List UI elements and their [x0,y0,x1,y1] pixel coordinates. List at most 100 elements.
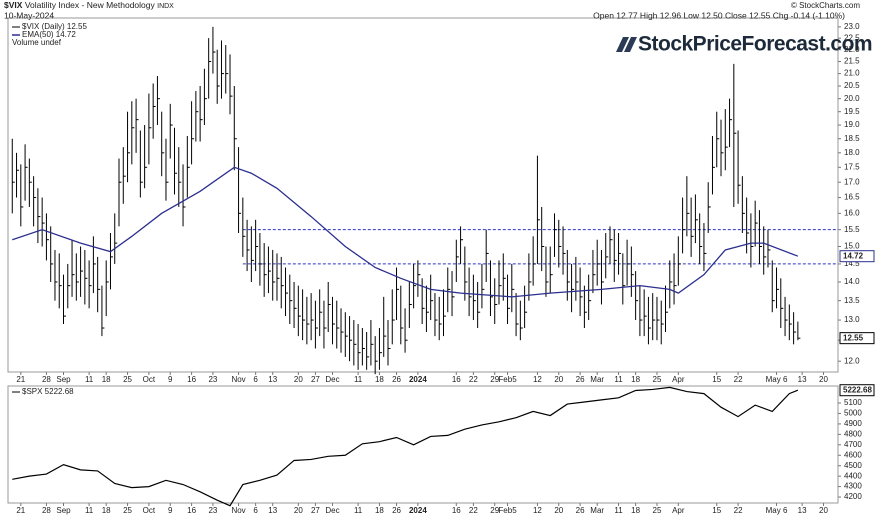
y-tick-label: 4500 [844,461,862,470]
x-tick-label: 6 [253,506,258,515]
x-tick-label: 25 [123,506,132,515]
x-tick-label: 21 [16,506,25,515]
y-tick-label: 18.0 [844,148,860,157]
price-panel [7,17,839,373]
x-tick-label: 28 [42,375,51,384]
x-tick-label: Apr [672,506,685,515]
x-tick-label: 12 [533,375,542,384]
y-tick-label: 4900 [844,419,862,428]
index-name: Volatility Index - New Methodology [25,0,156,10]
x-tick-label: Feb5 [498,375,517,384]
y-tick-label: 21.0 [844,69,860,78]
x-tick-label: 2024 [409,375,427,384]
y-tick-label: 4300 [844,482,862,491]
y-tick-label: 17.5 [844,162,860,171]
x-tick-label: Oct [143,375,156,384]
y-tick-label: 14.0 [844,277,860,286]
x-tick-label: 22 [734,375,743,384]
x-tick-label: 6 [253,375,258,384]
y-tick-label: 12.0 [844,356,860,365]
x-tick-label: 12 [533,506,542,515]
x-tick-label: Mar [590,506,604,515]
x-tick-label: 11 [354,375,363,384]
y-tick-label: 15.5 [844,225,860,234]
x-tick-label: 25 [653,375,662,384]
y-tick-label: 14.5 [844,259,860,268]
x-tick-label: 11 [614,506,623,515]
x-tick-label: 22 [469,375,478,384]
y-tick-label: 13.5 [844,296,860,305]
x-tick-label: 18 [631,375,640,384]
y-tick-label: 21.5 [844,57,860,66]
x-tick-label: 20 [294,506,303,515]
x-tick-label: 21 [16,375,25,384]
x-tick-label: 11 [85,506,94,515]
x-tick-label: 27 [311,375,320,384]
x-tick-label: Nov [231,506,245,515]
x-tick-label: 16 [187,506,196,515]
y-tick-label: 18.5 [844,134,860,143]
value-box-label: 5222.68 [843,385,872,394]
x-tick-label: Nov [231,375,245,384]
x-tick-label: 28 [42,506,51,515]
x-tick-label: 9 [168,506,173,515]
spx-line [12,386,799,507]
y-tick-label: 20.0 [844,94,860,103]
x-tick-label: May 6 [766,506,788,515]
x-tick-label: 13 [268,506,277,515]
x-tick-label: Sep [56,375,71,384]
x-tick-label: 27 [311,506,320,515]
x-tick-label: 15 [712,375,721,384]
y-tick-label: 17.0 [844,177,860,186]
x-tick-label: Oct [143,506,156,515]
y-tick-label: 19.0 [844,120,860,129]
x-tick-label: 18 [375,375,384,384]
y-tick-label: 23.0 [844,22,860,31]
symbol: $VIX [4,0,23,10]
y-tick-label: 5100 [844,398,862,407]
x-tick-label: 26 [392,506,401,515]
x-tick-label: 26 [576,506,585,515]
x-tick-label: 23 [208,506,217,515]
x-tick-label: Feb5 [498,506,517,515]
x-tick-label: 18 [375,506,384,515]
x-tick-label: Mar [590,375,604,384]
x-tick-label: 25 [123,375,132,384]
value-box [839,384,875,397]
x-tick-label: 20 [554,375,563,384]
x-tick-label: 13 [268,375,277,384]
logo: StockPriceForecast.com [638,33,872,56]
x-tick-label: Sep [56,506,71,515]
y-tick-label: 4700 [844,440,862,449]
x-tick-label: Apr [672,375,685,384]
y-tick-label: 13.0 [844,315,860,324]
y-tick-label: 15.0 [844,242,860,251]
exchange: INDX [157,3,174,10]
x-tick-label: 29 [490,506,499,515]
y-tick-label: 4400 [844,471,862,480]
x-tick-label: 22 [469,506,478,515]
value-box-label: 14.72 [843,251,864,260]
x-tick-label: 23 [208,375,217,384]
x-tick-label: 25 [653,506,662,515]
y-tick-label: 5000 [844,409,862,418]
legend-entry: $VIX (Daily) 12.55 [22,22,87,31]
x-tick-label: 22 [734,506,743,515]
x-tick-label: 18 [102,375,111,384]
x-tick-label: 9 [168,375,173,384]
x-tick-label: 20 [819,506,828,515]
x-tick-label: 16 [452,375,461,384]
x-tick-label: 13 [798,506,807,515]
x-tick-label: Dec [325,375,339,384]
x-tick-label: 18 [102,506,111,515]
x-tick-label: Dec [325,506,339,515]
x-tick-label: 15 [712,506,721,515]
y-tick-label: 4600 [844,450,862,459]
y-tick-label: 20.5 [844,81,860,90]
y-tick-label: 16.5 [844,193,860,202]
x-tick-label: 26 [576,375,585,384]
y-tick-label: 4200 [844,492,862,501]
x-tick-label: 11 [614,375,623,384]
